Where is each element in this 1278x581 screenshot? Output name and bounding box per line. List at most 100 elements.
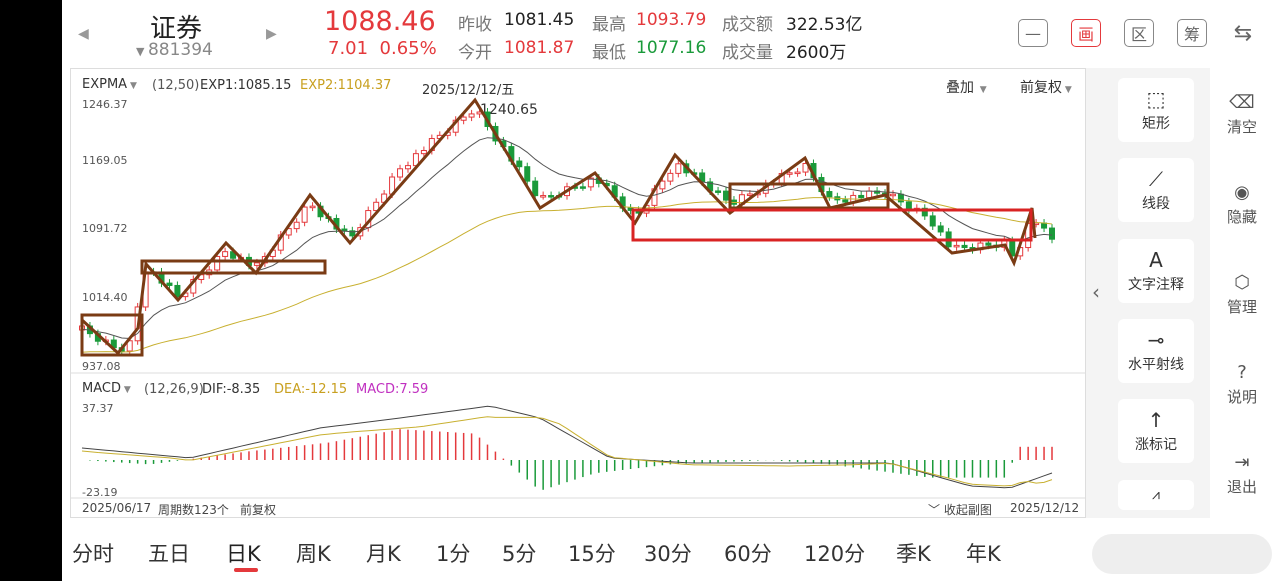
candle-body [675,163,682,174]
clear-button[interactable]: ⌫ 清空 [1226,92,1257,136]
dropdown-caret-icon: ▼ [974,85,987,95]
tab-daily-k[interactable]: 日K [226,542,261,566]
horizontal-ray-tool[interactable]: ⊸ 水平射线 [1118,319,1194,383]
volume-value: 2600万 [786,43,847,63]
draw-button[interactable]: 画 [1071,19,1101,47]
range-button[interactable]: 区 [1124,19,1154,47]
tab-1min[interactable]: 1分 [436,542,471,566]
rectangle-icon: ⬚ [1146,87,1166,111]
candle-body [253,262,260,266]
kline-chart-panel[interactable] [70,68,1086,518]
macd-y-top: 37.37 [82,402,114,415]
volume-label: 成交量 [722,43,773,63]
low-label: 最低 [592,43,626,63]
rise-mark-tool[interactable]: ↑ 涨标记 [1118,399,1194,463]
collapse-icon: ﹀ [928,503,944,517]
box-annotation-2[interactable] [140,259,327,275]
help-button[interactable]: ? 说明 [1226,362,1257,406]
macd-value: MACD:7.59 [356,382,429,397]
candle-body [937,225,944,233]
candle-body [532,180,539,197]
candlestick-series [79,108,1055,356]
chips-icon: 筹 [1183,25,1200,44]
sub-indicator-selector[interactable]: MACD ▼ [82,381,131,396]
candle-body [826,191,833,198]
floating-window-handle[interactable] [1092,534,1272,574]
text-annotation-tool[interactable]: A 文字注释 [1118,239,1194,303]
hide-button[interactable]: ◉ 隐藏 [1226,182,1257,226]
collapse-panel-chevron-icon[interactable]: ‹ [1092,280,1100,304]
candle-body [905,201,912,210]
candle-body [953,244,960,248]
tab-five-day[interactable]: 五日 [148,542,190,566]
candle-body [802,163,809,173]
tab-yearly-k[interactable]: 年K [966,542,1001,566]
exp2-value: EXP2:1104.37 [300,78,392,93]
candle-body [349,230,356,237]
rectangle-tool[interactable]: ⬚ 矩形 [1118,78,1194,142]
trend-zigzag-line[interactable] [80,97,1037,356]
candle-body [985,242,992,246]
main-indicator-selector[interactable]: EXPMA ▼ [82,77,137,92]
candle-body [126,340,133,352]
tab-monthly-k[interactable]: 月K [366,542,401,566]
exp2-line [81,197,1053,353]
adjust-dropdown[interactable]: 前复权 ▼ [1020,80,1072,96]
prev-stock-arrow-icon[interactable]: ◀ [78,26,89,42]
tab-quarterly-k[interactable]: 季K [896,542,931,566]
manage-button[interactable]: ⬡ 管理 [1226,272,1257,316]
drawing-annotations[interactable] [80,97,1037,357]
candle-body [548,195,555,198]
candle-body [715,190,722,193]
candle-body [587,177,594,188]
eraser-icon: ⌫ [1229,92,1255,113]
tab-5min[interactable]: 5分 [502,542,537,566]
chips-button[interactable]: 筹 [1177,19,1207,47]
overlay-dropdown[interactable]: 叠加 ▼ [946,80,987,96]
more-tool[interactable]: ⩘ [1118,480,1194,510]
exit-button[interactable]: ⇥ 退出 [1226,452,1257,496]
box-annotation-3[interactable] [728,182,890,210]
expma-params: (12,50) [152,78,200,93]
phone-rotate-button[interactable]: ⇆ [1228,19,1258,47]
stock-code-dropdown[interactable]: ▼ 881394 [136,40,213,60]
prev-close-label: 昨收 [458,15,492,35]
help-icon: ? [1237,362,1247,383]
box-annotation-1[interactable] [80,313,144,357]
candle-body [174,284,181,298]
wave-icon: ⩘ [1152,487,1160,503]
tab-30min[interactable]: 30分 [644,542,692,566]
minimize-button[interactable]: — [1018,19,1048,47]
tab-weekly-k[interactable]: 周K [296,542,331,566]
stock-chart-app: ◀ ▶ 证券 ▼ 881394 1088.46 7.01 0.65% 昨收 10… [62,0,1278,581]
tab-120min[interactable]: 120分 [804,542,866,566]
candle-body [460,116,467,121]
segment-tool[interactable]: ⟋ 线段 [1118,158,1194,222]
candle-body [1041,222,1048,229]
tab-15min[interactable]: 15分 [568,542,616,566]
price-change: 7.01 0.65% [328,38,437,59]
eye-icon: ◉ [1234,182,1250,203]
candle-body [1049,227,1055,240]
period-tabs: 分时 五日 日K 周K 月K 1分 5分 15分 30分 60分 120分 季K… [62,528,1278,581]
period-count: 周期数123个 [158,503,229,517]
candle-body [468,113,475,118]
candle-body [166,282,173,286]
candle-body [746,193,753,196]
candle-body [842,199,849,203]
red-box-annotation[interactable] [631,208,1033,242]
candle-body [540,195,547,198]
tab-intraday[interactable]: 分时 [72,542,114,566]
candle-body [897,193,904,203]
macd-y-bottom: -23.19 [82,486,118,499]
horizontal-ray-icon: ⊸ [1147,328,1165,352]
candle-body [293,221,300,230]
collapse-subchart-button[interactable]: ﹀ 收起副图 [928,503,992,517]
candle-body [524,166,531,182]
tab-60min[interactable]: 60分 [724,542,772,566]
next-stock-arrow-icon[interactable]: ▶ [266,26,277,42]
start-date: 2025/06/17 [82,501,152,515]
open-value: 1081.87 [504,38,575,58]
y-tick-3: 1091.72 [82,222,128,235]
candle-body [516,160,523,168]
